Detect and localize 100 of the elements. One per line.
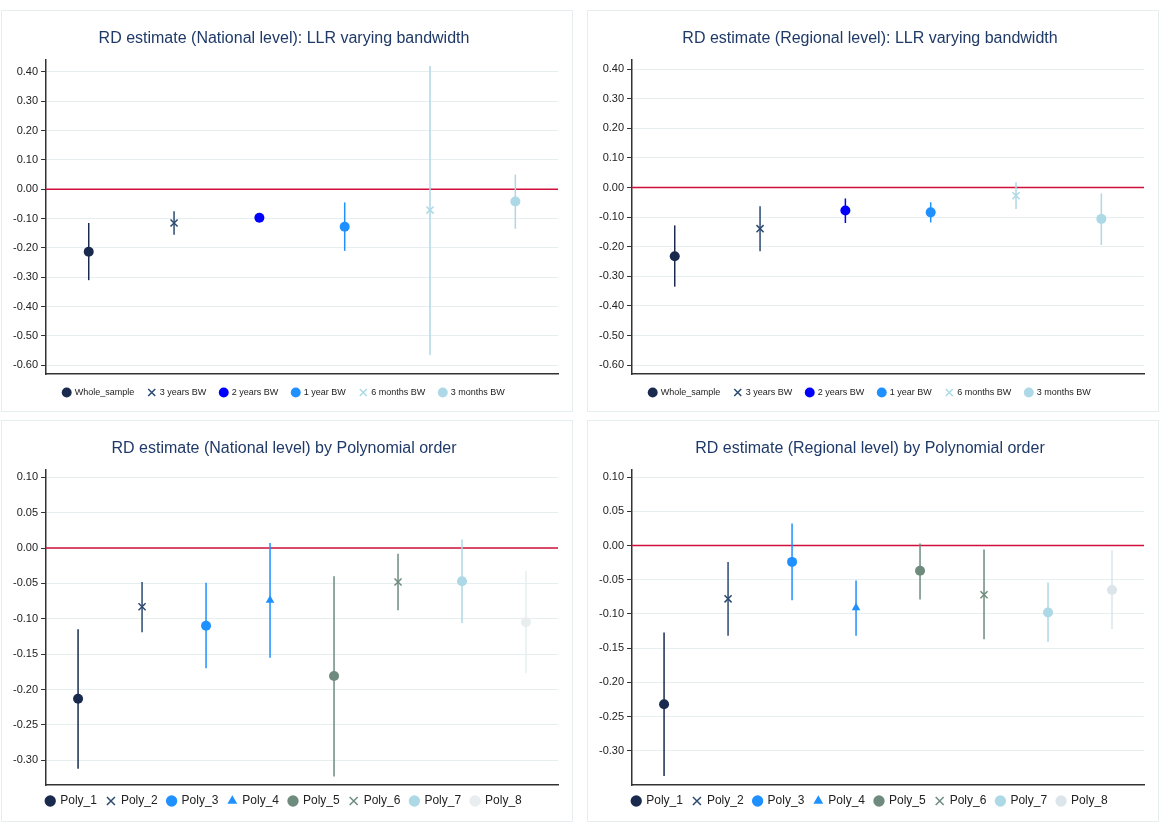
- legend-label: Poly_5: [889, 793, 927, 808]
- point: [201, 620, 212, 631]
- point: [83, 246, 94, 257]
- legend-label: Whole_sample: [660, 386, 721, 397]
- point: [1011, 191, 1021, 201]
- y-tick-label: -0.15: [12, 647, 39, 660]
- point: [851, 602, 861, 611]
- y-tick-label: -0.10: [598, 606, 625, 619]
- legend-label: Poly_2: [120, 793, 158, 808]
- y-tick-label: 0.30: [602, 91, 625, 104]
- chart-title: RD estimate (National level) by Polynomial order: [111, 439, 458, 457]
- legend-label: Whole_sample: [74, 386, 135, 397]
- point: [339, 221, 350, 232]
- y-tick-label: 0.40: [16, 64, 39, 77]
- y-tick-label: 0.00: [16, 182, 39, 195]
- legend-label: Poly_4: [828, 793, 866, 808]
- y-tick-label: -0.60: [598, 358, 625, 371]
- y-tick-label: 0.00: [602, 180, 625, 193]
- legend-label: Poly_7: [424, 793, 462, 808]
- chart-title: RD estimate (Regional level) by Polynomial order: [695, 439, 1046, 457]
- y-tick-label: -0.10: [12, 611, 39, 624]
- y-tick-label: 0.10: [602, 470, 625, 483]
- y-tick-label: 0.10: [16, 470, 39, 483]
- legend-label: Poly_2: [706, 793, 744, 808]
- legend-label: Poly_1: [646, 793, 684, 808]
- legend-label: 1 year BW: [303, 386, 347, 397]
- y-tick-label: 0.05: [602, 504, 625, 517]
- point: [755, 224, 765, 233]
- point: [915, 565, 926, 576]
- chart-title: RD estimate (National level): LLR varying bandwidth: [98, 29, 470, 47]
- legend-label: Poly_8: [1071, 793, 1109, 808]
- point: [925, 207, 936, 218]
- y-tick-label: -0.30: [12, 753, 39, 766]
- point: [669, 251, 680, 262]
- y-tick-label: -0.20: [12, 682, 39, 695]
- point: [425, 205, 435, 215]
- y-tick-label: -0.05: [598, 572, 625, 585]
- y-tick-label: 0.40: [602, 62, 625, 75]
- point: [659, 699, 670, 710]
- legend-label: 3 years BW: [159, 386, 207, 397]
- y-tick-label: -0.20: [12, 240, 39, 253]
- point: [254, 212, 265, 223]
- point: [510, 196, 521, 207]
- y-tick-label: -0.10: [12, 211, 39, 224]
- point: [393, 577, 403, 587]
- legend-label: 2 years BW: [231, 386, 279, 397]
- y-tick-label: -0.30: [598, 269, 625, 282]
- point: [457, 576, 468, 587]
- chart-title: RD estimate (Regional level): LLR varying bandwidth: [682, 29, 1058, 47]
- y-tick-label: -0.30: [598, 743, 625, 756]
- point: [1096, 213, 1107, 224]
- legend-label: Poly_5: [303, 793, 341, 808]
- y-tick-label: 0.20: [16, 123, 39, 136]
- y-tick-label: -0.50: [12, 328, 39, 341]
- legend-label: 2 years BW: [817, 386, 865, 397]
- legend-label: 6 months BW: [957, 386, 1012, 397]
- legend-label: 3 years BW: [745, 386, 793, 397]
- point: [73, 693, 84, 704]
- point: [787, 556, 798, 567]
- y-tick-label: -0.25: [598, 709, 625, 722]
- legend-label: 6 months BW: [371, 386, 426, 397]
- legend-label: 3 months BW: [1036, 386, 1092, 397]
- point: [521, 617, 532, 628]
- y-tick-label: 0.30: [16, 94, 39, 107]
- y-tick-label: -0.05: [12, 576, 39, 589]
- legend-label: Poly_1: [60, 793, 98, 808]
- y-tick-label: 0.20: [602, 121, 625, 134]
- y-tick-label: -0.20: [598, 675, 625, 688]
- point: [169, 218, 179, 228]
- y-tick-label: 0.05: [16, 505, 39, 518]
- legend-label: Poly_8: [485, 793, 523, 808]
- y-tick-label: -0.15: [598, 641, 625, 654]
- y-tick-label: -0.10: [598, 210, 625, 223]
- legend-label: Poly_4: [242, 793, 280, 808]
- legend-label: 1 year BW: [889, 386, 933, 397]
- y-tick-label: -0.60: [12, 358, 39, 371]
- y-tick-label: -0.25: [12, 717, 39, 730]
- legend-label: Poly_3: [181, 793, 219, 808]
- legend-label: Poly_6: [949, 793, 987, 808]
- y-tick-label: -0.50: [598, 328, 625, 341]
- point: [329, 671, 340, 682]
- y-tick-label: 0.00: [602, 538, 625, 551]
- y-tick-label: 0.00: [16, 541, 39, 554]
- y-tick-label: -0.30: [12, 270, 39, 283]
- point: [265, 595, 275, 603]
- point: [1107, 584, 1118, 595]
- point: [840, 205, 851, 216]
- point: [1043, 607, 1054, 618]
- point: [137, 602, 147, 612]
- legend-label: Poly_7: [1010, 793, 1048, 808]
- legend-label: Poly_3: [767, 793, 805, 808]
- point: [979, 590, 989, 600]
- point: [723, 594, 733, 604]
- y-tick-label: 0.10: [16, 152, 39, 165]
- y-tick-label: -0.40: [12, 299, 39, 312]
- legend-label: Poly_6: [363, 793, 401, 808]
- y-tick-label: -0.40: [598, 298, 625, 311]
- y-tick-label: 0.10: [602, 150, 625, 163]
- legend-label: 3 months BW: [450, 386, 506, 397]
- y-tick-label: -0.20: [598, 239, 625, 252]
